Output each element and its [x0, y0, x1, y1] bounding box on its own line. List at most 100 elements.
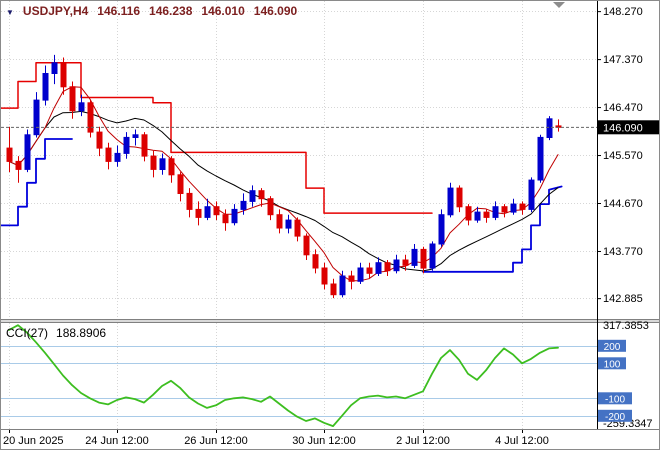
candle-body [78, 102, 85, 112]
candle-body [294, 219, 301, 237]
candle-body [510, 203, 517, 213]
candle-body [186, 192, 193, 210]
candle-body [321, 267, 328, 285]
candle-body [465, 206, 472, 221]
candle-body [141, 134, 148, 157]
time-axis-label: 20 Jun 2025 [3, 435, 64, 447]
cci-level-label: 200 [604, 342, 621, 353]
price-axis-label: 145.570 [603, 150, 643, 162]
candle-body [132, 134, 139, 139]
candle-body [330, 283, 337, 296]
candle-body [519, 203, 526, 210]
cci-level-box [598, 339, 626, 352]
candle-body [24, 134, 31, 170]
candle-body [474, 211, 481, 221]
time-axis-label: 4 Jul 12:00 [495, 435, 549, 447]
candle-body [366, 267, 373, 274]
price-axis-label: 147.370 [603, 54, 643, 66]
candle-body [60, 62, 67, 88]
symbol-dropdown-icon[interactable]: ▼ [6, 8, 14, 17]
candle-body [528, 179, 535, 210]
cci-level-label: 100 [604, 359, 621, 370]
cci-level-label: -100 [605, 394, 625, 405]
candle-body [483, 211, 490, 218]
candle-body [501, 206, 508, 213]
candle-body [204, 206, 211, 218]
indicator-current-value: 188.8906 [56, 326, 107, 340]
candle-body [51, 62, 58, 74]
time-axis-label: 30 Jun 12:00 [292, 435, 356, 447]
candle-body [123, 136, 130, 154]
price-axis-label: 144.670 [603, 198, 643, 210]
time-axis-label: 2 Jul 12:00 [396, 435, 450, 447]
time-axis-label: 26 Jun 12:00 [184, 435, 248, 447]
candle-body [105, 147, 112, 162]
candle-body [33, 99, 40, 136]
candle-body [195, 208, 202, 218]
candle-body [375, 262, 382, 274]
candle-body [285, 219, 292, 229]
chart-info-line: ▼ USDJPY,H4 146.116 146.238 146.010 146.… [6, 4, 297, 19]
ohlc-open-value: 146.116 [97, 4, 141, 18]
lower-band-line [422, 185, 563, 273]
candle-body [447, 187, 454, 216]
price-axis-label: 148.270 [603, 6, 643, 18]
cci-level-box [598, 357, 626, 370]
slow-ma-line [8, 110, 559, 272]
candle-body [240, 200, 247, 210]
candle-body [348, 275, 355, 282]
candle-body [312, 254, 319, 269]
candle-body [411, 248, 418, 266]
symbol-timeframe-label: USDJPY,H4 [22, 4, 89, 18]
ohlc-close-value: 146.090 [253, 4, 298, 18]
cci-max-label: 317.3853 [603, 320, 649, 332]
chart-shift-marker [553, 2, 565, 8]
candle-body [87, 102, 94, 133]
candle-body [546, 118, 553, 139]
candle-body [96, 131, 103, 149]
ohlc-low-value: 146.010 [201, 4, 245, 18]
candle-body [168, 158, 175, 176]
candle-body [69, 86, 76, 112]
price-axis-label: 146.470 [603, 102, 643, 114]
candle-body [276, 214, 283, 229]
candle-body [267, 198, 274, 216]
candle-body [402, 259, 409, 266]
candle-body [222, 214, 229, 224]
candle-body [429, 243, 436, 269]
candle-body [339, 275, 346, 296]
candle-body [537, 136, 544, 181]
indicator-label: CCI(27) 188.8906 [6, 326, 106, 340]
candle-body [303, 235, 310, 256]
candle-body [492, 206, 499, 218]
cci-level-box [598, 392, 632, 405]
candle-body [384, 262, 391, 272]
current-price-box [598, 120, 659, 135]
candle-body [231, 208, 238, 224]
pane-divider[interactable] [1, 319, 660, 323]
candle-body [420, 248, 427, 269]
candle-body [150, 155, 157, 170]
ohlc-high-value: 146.238 [149, 4, 193, 18]
candle-body [15, 160, 22, 170]
price-axis-label: 143.770 [603, 246, 643, 258]
candle-body [6, 147, 13, 162]
current-price-label: 146.090 [603, 122, 643, 134]
candle-body [249, 190, 256, 202]
candle-body [213, 206, 220, 216]
lower-band-line [1, 138, 73, 227]
candle-body [159, 158, 166, 171]
upper-band-line [1, 62, 433, 214]
candle-body [114, 152, 121, 162]
candle-body [258, 190, 265, 200]
price-axis-label: 142.885 [603, 293, 643, 305]
cci-line [8, 324, 559, 428]
cci-level-box [598, 409, 632, 422]
candle-body [42, 73, 49, 101]
candle-body [393, 259, 400, 272]
candle-body [456, 187, 463, 208]
cci-level-label: -200 [605, 412, 625, 423]
candle-body [438, 214, 445, 245]
